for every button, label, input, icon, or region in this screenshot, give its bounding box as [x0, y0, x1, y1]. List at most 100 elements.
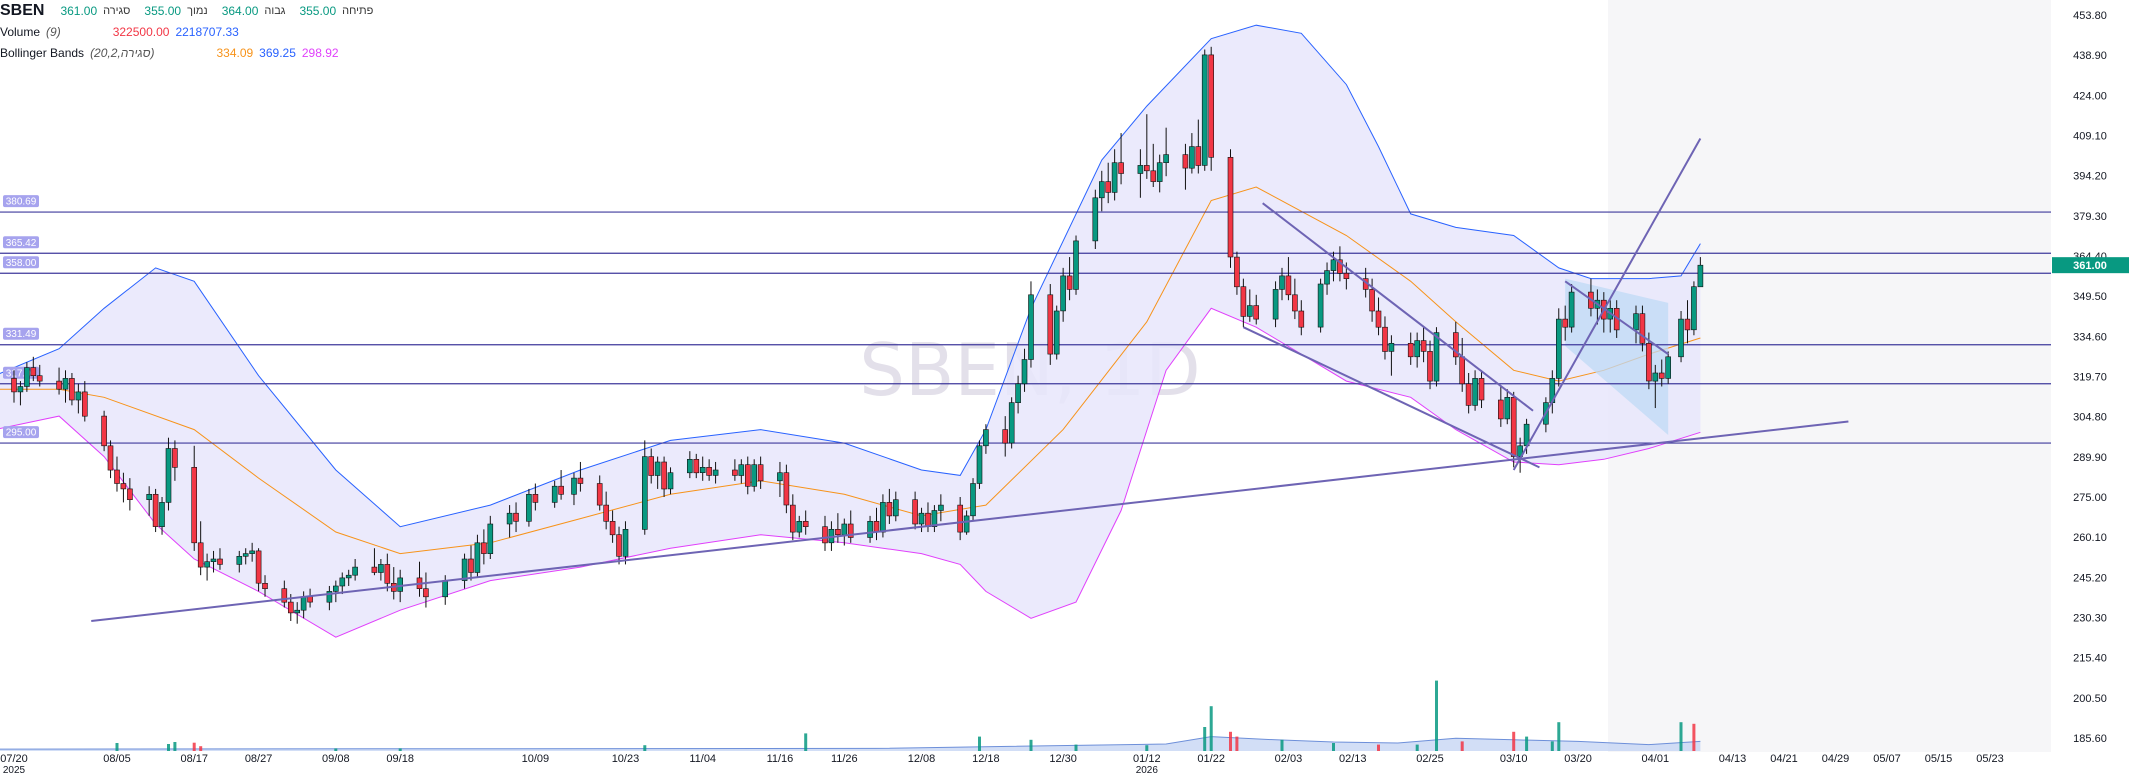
candle-body: [481, 542, 487, 554]
volume-bar: [1377, 744, 1380, 751]
candle-body: [596, 483, 603, 506]
volume-ma-value: 2218707.33: [175, 24, 239, 39]
candle-body: [931, 510, 938, 528]
candle-body: [1658, 372, 1665, 379]
x-tick-label: 09/08: [322, 753, 350, 765]
candle-body: [262, 582, 268, 589]
volume-bar: [1512, 731, 1516, 751]
y-tick-label: 215.40: [2073, 653, 2107, 665]
candle-body: [1208, 54, 1214, 158]
candle-body: [1517, 445, 1523, 457]
volume-indicator-params: (9): [46, 24, 61, 39]
trendline-drawings[interactable]: [91, 137, 1849, 622]
level-label: 380.69: [6, 197, 37, 208]
volume-bar: [1435, 680, 1438, 751]
candle-body: [1060, 275, 1066, 312]
y-tick-label: 185.60: [2073, 733, 2107, 745]
quote-label-close: סגירה: [103, 4, 131, 17]
candle-body: [970, 483, 976, 517]
candle-body: [1459, 356, 1465, 385]
axes: 453.80438.90424.00409.10394.20379.30364.…: [0, 10, 2129, 775]
volume-bar: [192, 742, 196, 751]
candle-body: [1684, 318, 1691, 331]
volume-indicator-label: Volume: [0, 24, 41, 39]
symbol-label[interactable]: SBEN: [0, 1, 45, 19]
candle-body: [127, 488, 133, 500]
volume-ma-line: [0, 736, 1701, 750]
candle-body: [1633, 313, 1639, 331]
candle-body: [551, 485, 558, 503]
level-tag: [3, 327, 39, 340]
candle-body: [1272, 289, 1279, 320]
candle-body: [1008, 402, 1015, 444]
x-tick-year-label: 2025: [3, 765, 26, 775]
candle-body: [1150, 170, 1157, 182]
x-tick-label: 04/21: [1770, 753, 1798, 765]
bb-indicator-label: Bollinger Bands: [0, 45, 85, 60]
x-tick-label: 03/10: [1500, 753, 1528, 765]
volume-bar: [1525, 736, 1529, 751]
quote-value-close: 355.00: [144, 3, 182, 18]
bollinger-bands: [0, 24, 1701, 638]
candle-body: [307, 596, 313, 603]
level-tag: [3, 426, 39, 439]
volume-series: [0, 680, 1701, 751]
candle-body: [1099, 181, 1105, 199]
legend-quote-row: SBEN 361.00 סגירה 355.00 נמוך 364.00 גבו…: [0, 0, 381, 21]
legend-bb-row[interactable]: Bollinger Bands (20,2,סגירה) 334.09 369.…: [0, 42, 381, 63]
candle-body: [938, 504, 944, 511]
candle-body: [603, 504, 610, 522]
candle-body: [165, 448, 172, 503]
y-tick-label: 438.90: [2073, 50, 2107, 62]
candle-body: [249, 550, 255, 554]
candle-body: [82, 391, 88, 417]
candle-body: [1156, 162, 1163, 182]
x-tick-label: 12/08: [908, 753, 936, 765]
candle-body: [693, 458, 700, 474]
candle-body: [236, 555, 243, 565]
y-tick-label: 424.00: [2073, 90, 2107, 102]
volume-bar: [173, 742, 177, 751]
candle-body: [69, 378, 75, 401]
candle-body: [1227, 157, 1234, 258]
y-tick-label: 275.00: [2073, 492, 2107, 504]
candle-body: [744, 464, 751, 487]
candle-body: [332, 585, 339, 592]
candle-body: [802, 520, 809, 527]
candle-body: [957, 504, 964, 533]
x-tick-label: 02/03: [1275, 753, 1303, 765]
candle-body: [1195, 146, 1202, 166]
candle-body: [1189, 146, 1195, 169]
legend-volume-row[interactable]: Volume (9) 322500.00 2218707.33: [0, 21, 381, 42]
y-tick-label: 453.80: [2073, 10, 2107, 22]
candle-body: [686, 458, 693, 474]
y-tick-label: 334.60: [2073, 331, 2107, 343]
volume-bar: [1074, 744, 1078, 751]
level-label: 331.49: [6, 329, 37, 340]
candle-body: [976, 445, 983, 484]
quote-value-low: 364.00: [221, 3, 259, 18]
candle-body: [1568, 291, 1575, 328]
bb-lower-line: [0, 307, 1701, 638]
candle-body: [461, 558, 468, 581]
candle-body: [75, 391, 82, 401]
candle-body: [526, 493, 532, 522]
volume-bar: [804, 733, 808, 751]
quote-label-high: גבוה: [264, 4, 286, 17]
y-tick-label: 230.30: [2073, 613, 2107, 625]
volume-value: 322500.00: [112, 24, 170, 39]
candle-body: [506, 512, 513, 525]
candle-body: [847, 523, 854, 538]
candle-body: [114, 469, 120, 484]
volume-bar: [334, 748, 338, 751]
candle-body: [963, 515, 970, 533]
candle-body: [1465, 383, 1472, 406]
candle-body: [146, 493, 152, 500]
candle-body: [1111, 162, 1118, 193]
level-label: 365.42: [6, 238, 37, 249]
candle-body: [925, 512, 931, 528]
candle-body: [1182, 154, 1189, 169]
candle-body: [423, 588, 429, 598]
bb-lower-value: 298.92: [301, 45, 339, 60]
